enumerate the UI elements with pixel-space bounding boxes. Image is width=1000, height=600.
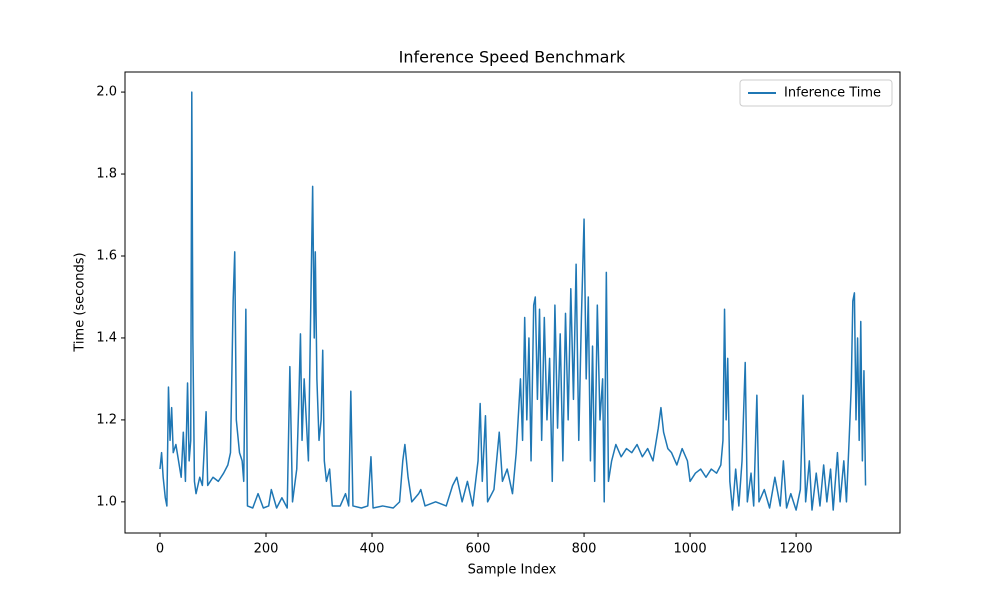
y-tick-label: 1.2 xyxy=(96,412,117,427)
x-tick-label: 600 xyxy=(466,542,491,557)
x-tick-label: 200 xyxy=(254,542,279,557)
x-axis-label: Sample Index xyxy=(468,563,557,578)
x-tick-label: 0 xyxy=(156,542,164,557)
x-tick-label: 1000 xyxy=(674,542,707,557)
y-tick-label: 1.8 xyxy=(96,167,117,182)
x-tick-label: 800 xyxy=(572,542,597,557)
y-tick-label: 1.0 xyxy=(96,494,117,509)
x-tick-label: 1200 xyxy=(780,542,813,557)
legend-box xyxy=(739,79,893,107)
data-line xyxy=(159,91,867,511)
legend-label: Inference Time xyxy=(784,86,881,101)
y-axis-label: Time (seconds) xyxy=(73,252,88,352)
y-tick-label: 2.0 xyxy=(96,85,117,100)
x-tick-label: 400 xyxy=(360,542,385,557)
chart-title: Inference Speed Benchmark xyxy=(399,48,626,67)
y-tick-label: 1.4 xyxy=(96,330,117,345)
y-tick-label: 1.6 xyxy=(96,248,117,263)
plot-frame xyxy=(124,71,901,534)
